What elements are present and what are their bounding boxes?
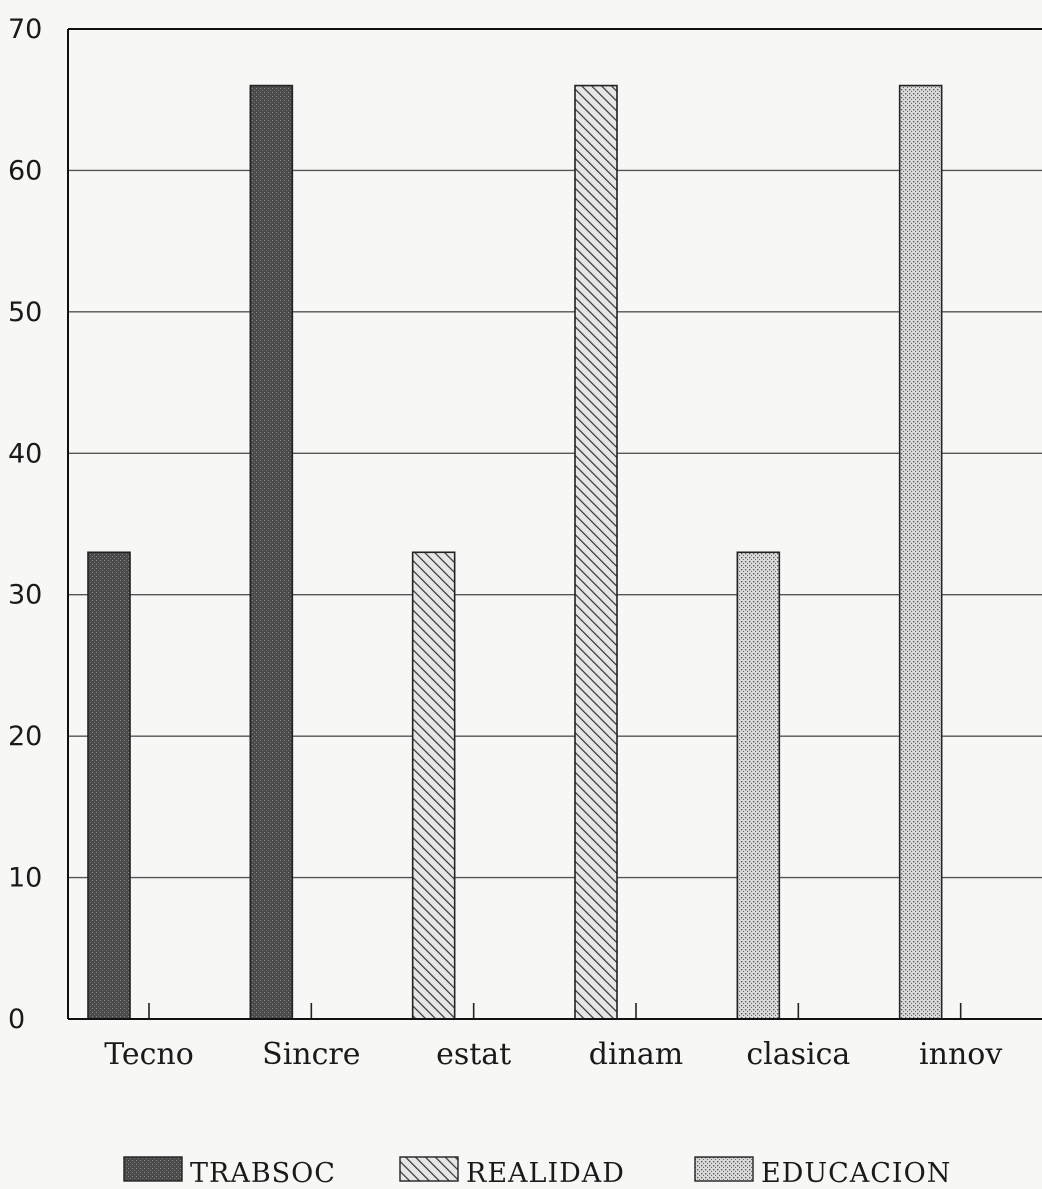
y-tick-label: 20 — [8, 721, 42, 752]
legend-swatch — [123, 1156, 183, 1182]
bar-sincre — [249, 84, 294, 1020]
category-label: Tecno — [104, 1037, 194, 1072]
legend-item-trabsoc: TRABSOC — [123, 1156, 336, 1189]
category-label: dinam — [589, 1037, 683, 1072]
y-tick-label: 40 — [8, 438, 42, 469]
y-tick-label: 60 — [8, 155, 42, 186]
legend-swatch — [399, 1156, 459, 1182]
legend-label: TRABSOC — [190, 1158, 336, 1189]
legend-swatch — [694, 1156, 754, 1182]
bar-clasica — [736, 551, 781, 1020]
legend-item-realidad: REALIDAD — [399, 1156, 625, 1189]
category-label: clasica — [746, 1037, 850, 1072]
legend-item-educacion: EDUCACION — [694, 1156, 951, 1189]
y-tick-label: 10 — [8, 863, 42, 894]
bar-tecno — [87, 551, 131, 1020]
y-tick-label: 30 — [8, 580, 42, 611]
legend-label: REALIDAD — [466, 1158, 625, 1189]
category-label: Sincre — [262, 1037, 360, 1072]
legend-label: EDUCACION — [761, 1158, 951, 1189]
y-tick-label: 50 — [8, 297, 42, 328]
y-tick-label: 70 — [8, 14, 42, 45]
category-label: innov — [919, 1037, 1002, 1072]
y-tick-label: 0 — [8, 1004, 25, 1035]
bar-dinam — [574, 84, 618, 1020]
bar-innov — [898, 84, 943, 1020]
category-label: estat — [436, 1037, 511, 1072]
bar-estat — [411, 551, 456, 1020]
